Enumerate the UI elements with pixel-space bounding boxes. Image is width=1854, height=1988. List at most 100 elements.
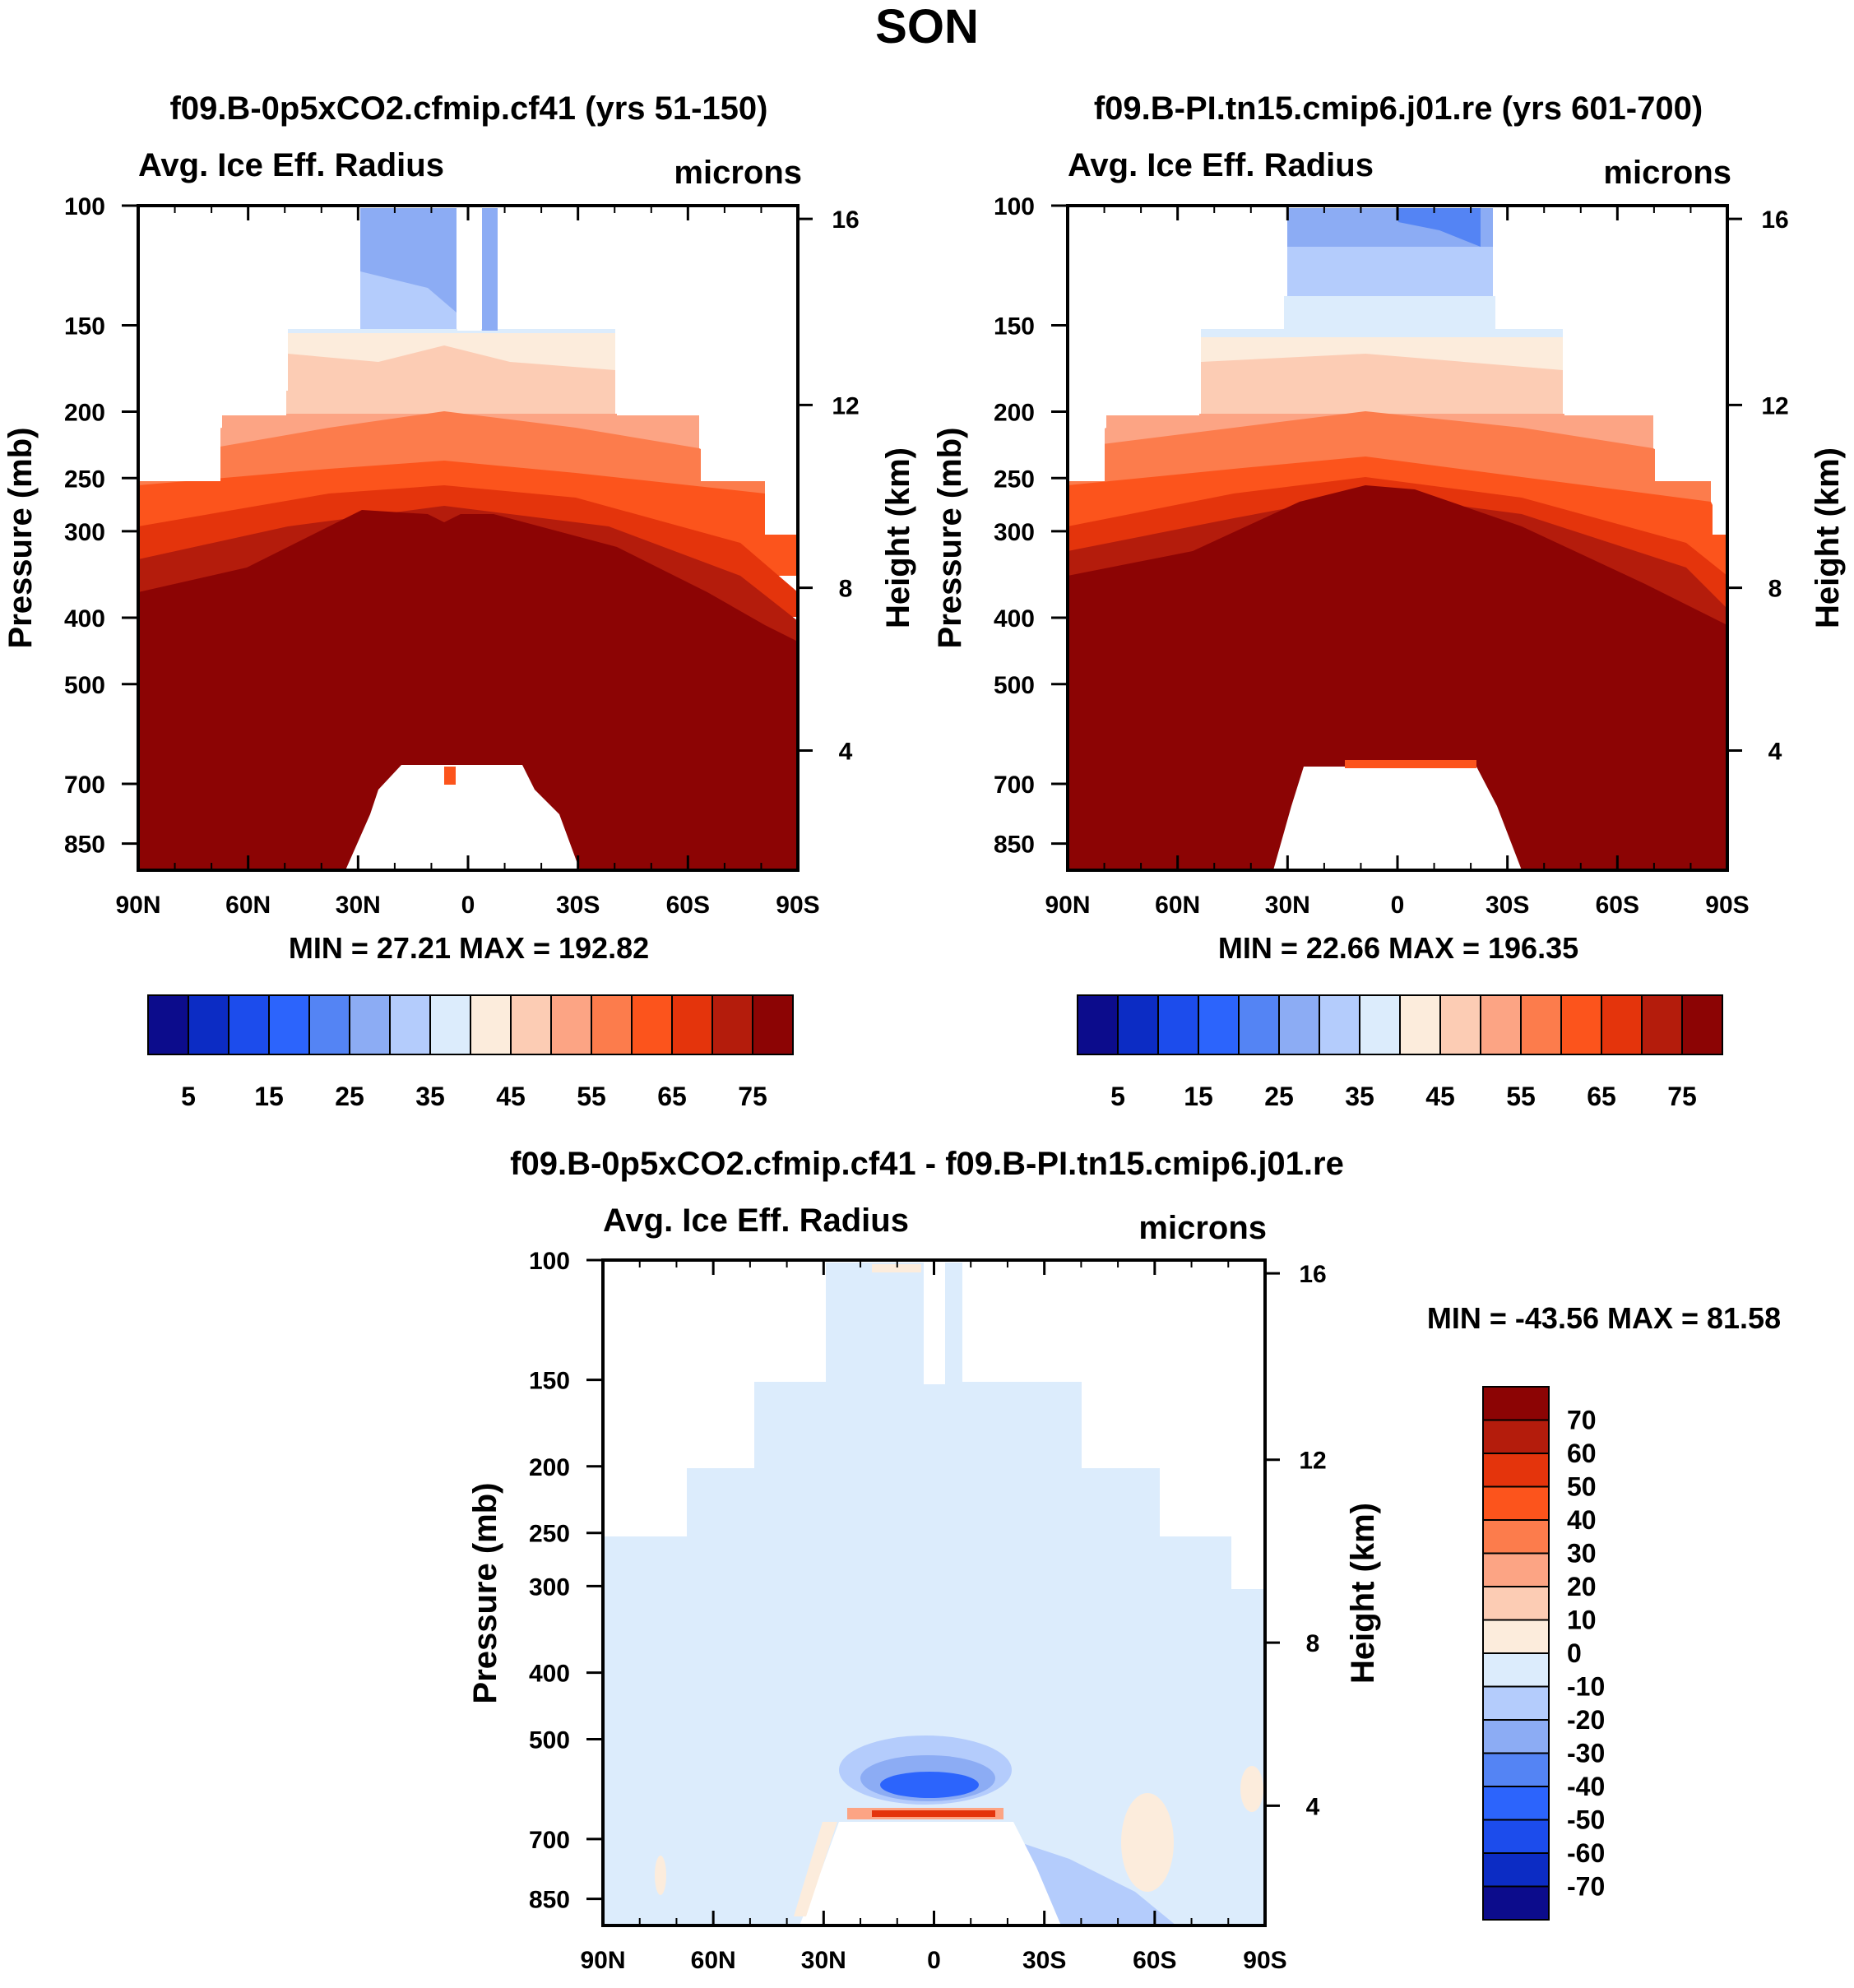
x-tick-label: 30S	[1486, 892, 1529, 919]
colorbar-label: 65	[657, 1082, 687, 1111]
x-tick-label: 30N	[801, 1947, 846, 1974]
colorbar-label: -60	[1567, 1838, 1605, 1868]
panel-1-mask-l2	[138, 415, 220, 481]
y2-tick-label: 12	[832, 392, 859, 419]
colorbar-label: -70	[1567, 1872, 1605, 1902]
panel-2-plot-area	[1068, 206, 1727, 870]
panel-3-units-label: microns	[1138, 1210, 1267, 1246]
colorbar-box	[1480, 994, 1522, 1055]
y-tick-label: 700	[64, 772, 105, 799]
colorbar-box	[1319, 994, 1360, 1055]
x-tick-label: 30N	[1265, 892, 1310, 919]
panel-3-cream-blob-edge	[1240, 1766, 1263, 1812]
panel-1-red-spot	[444, 767, 456, 785]
colorbar-box	[1482, 1586, 1550, 1621]
colorbar-label: 65	[1587, 1082, 1616, 1111]
colorbar-box	[591, 994, 633, 1055]
panel-2-ground-mask	[1273, 767, 1522, 870]
colorbar-box	[429, 994, 471, 1055]
y-tick-label: 700	[529, 1827, 570, 1854]
x-tick-label: 30N	[336, 892, 381, 919]
colorbar-label: 10	[1567, 1606, 1597, 1635]
colorbar-box	[188, 994, 229, 1055]
colorbar-box	[550, 994, 592, 1055]
panel-1-ylabel: Pressure (mb)	[2, 428, 39, 649]
colorbar-label: 5	[181, 1082, 196, 1111]
panel-3-gap	[924, 1263, 945, 1384]
colorbar-box	[1198, 994, 1240, 1055]
panel-2: f09.B-PI.tn15.cmip6.j01.re (yrs 601-700)…	[932, 90, 1846, 1111]
x-tick-label: 90N	[1045, 892, 1090, 919]
panel-2-mask-tr	[1495, 206, 1727, 329]
y2-tick-label: 16	[1761, 206, 1788, 234]
colorbar-box	[1641, 994, 1683, 1055]
panel-2-mask-r3	[1713, 481, 1727, 535]
colorbar-label: -20	[1567, 1705, 1605, 1735]
colorbar-box	[1077, 994, 1119, 1055]
colorbar-box	[228, 994, 270, 1055]
colorbar-label: 25	[1264, 1082, 1294, 1111]
colorbar-label: 30	[1567, 1539, 1597, 1569]
colorbar-box	[308, 994, 350, 1055]
panel-3-blue-patch-south	[1020, 1842, 1176, 1925]
panel-3-variable-label: Avg. Ice Eff. Radius	[603, 1203, 909, 1239]
x-tick-label: 30S	[1022, 1947, 1066, 1974]
colorbar-label: 5	[1110, 1082, 1125, 1111]
panel-1-mask-r3	[765, 481, 798, 535]
colorbar-label: 75	[1667, 1082, 1697, 1111]
x-tick-label: 60N	[225, 892, 271, 919]
colorbar-label: 25	[335, 1082, 364, 1111]
colorbar-box	[1681, 994, 1723, 1055]
panel-2-mask-ml	[1068, 329, 1199, 415]
colorbar-box	[1439, 994, 1481, 1055]
panel-2-axes: 90N 60N 30N 0 30S 60S 90S 100 150 200 250 300 400 500…	[994, 193, 1789, 919]
colorbar-box	[1482, 1619, 1550, 1654]
y-tick-label: 850	[994, 832, 1035, 859]
y-tick-label: 300	[994, 519, 1035, 546]
colorbar-box	[671, 994, 713, 1055]
colorbar-label: 20	[1567, 1572, 1597, 1601]
colorbar-label: 50	[1567, 1472, 1597, 1502]
y-tick-label: 200	[529, 1454, 570, 1481]
y-tick-label: 400	[529, 1661, 570, 1688]
y2-tick-label: 8	[1306, 1630, 1320, 1657]
panel-1-stats: MIN = 27.21 MAX = 192.82	[289, 931, 649, 965]
colorbar-label: 45	[496, 1082, 526, 1111]
x-tick-label: 0	[1391, 892, 1405, 919]
colorbar-label: 45	[1425, 1082, 1455, 1111]
panel-1: f09.B-0p5xCO2.cfmip.cf41 (yrs 51-150) Av…	[2, 90, 916, 1111]
panel-3-y2label: Height (km)	[1345, 1503, 1381, 1684]
colorbar-label: 75	[738, 1082, 767, 1111]
colorbar-box	[1482, 1752, 1550, 1787]
x-tick-label: 60S	[666, 892, 710, 919]
colorbar-box	[1482, 1786, 1550, 1821]
y-tick-label: 250	[994, 466, 1035, 493]
panel-1-mask-ml	[138, 329, 286, 415]
panel-2-ylabel: Pressure (mb)	[932, 428, 968, 649]
y-tick-label: 250	[64, 466, 105, 493]
colorbar-box	[1238, 994, 1280, 1055]
colorbar-box	[1117, 994, 1159, 1055]
panel-2-mask-tl	[1068, 206, 1284, 329]
panel-2-mask-l2	[1068, 415, 1105, 481]
y-tick-label: 500	[529, 1726, 570, 1754]
x-tick-label: 60S	[1596, 892, 1639, 919]
x-tick-label: 90S	[1243, 1947, 1286, 1974]
panel-2-mask-mr	[1564, 329, 1727, 415]
y-tick-label: 100	[994, 193, 1035, 220]
y-tick-label: 700	[994, 772, 1035, 799]
panel-1-variable-label: Avg. Ice Eff. Radius	[138, 147, 444, 183]
y2-tick-label: 4	[1768, 739, 1782, 766]
y-tick-label: 500	[994, 672, 1035, 699]
panel-1-ground-mask	[345, 765, 580, 870]
colorbar-box	[1482, 1453, 1550, 1488]
panel-3-cream-strip-left	[794, 1822, 837, 1916]
panel-1-axes: 90N 60N 30N 0 30S 60S 90S 100 150 200 250 300 400 500…	[64, 193, 860, 919]
x-tick-label: 0	[927, 1947, 941, 1974]
colorbar-box	[1601, 994, 1643, 1055]
colorbar-box	[1482, 1519, 1550, 1555]
y2-tick-label: 8	[1768, 576, 1782, 603]
panel-3-title: f09.B-0p5xCO2.cfmip.cf41 - f09.B-PI.tn15…	[510, 1146, 1344, 1182]
colorbar-box	[1482, 1652, 1550, 1688]
